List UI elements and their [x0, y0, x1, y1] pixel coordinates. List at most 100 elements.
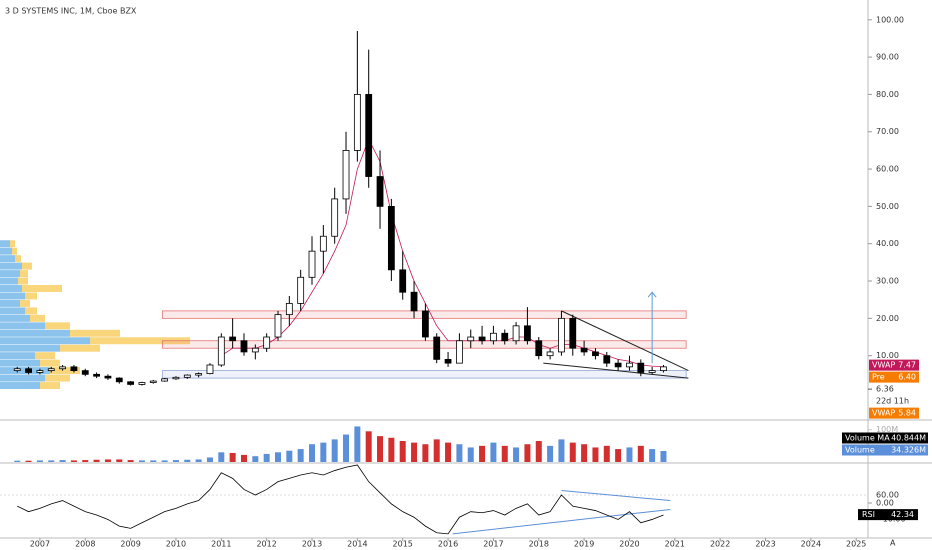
profile-down [22, 285, 62, 292]
volume-bar [399, 441, 406, 462]
volume-bar [445, 442, 452, 462]
trend-line [561, 490, 671, 502]
candle-body [455, 340, 463, 364]
profile-down [45, 374, 70, 382]
candle-body [229, 336, 237, 342]
rsi-line [17, 464, 664, 535]
x-tick-label: 2018 [529, 540, 549, 549]
x-tick-label: 2008 [75, 540, 95, 549]
trend-line [452, 508, 671, 535]
candle-body [421, 310, 429, 338]
candle-body [603, 355, 611, 364]
candle-body [365, 94, 373, 177]
profile-up [0, 374, 45, 382]
auto-scale-button[interactable]: A [890, 539, 896, 548]
profile-down [10, 240, 15, 248]
x-tick-label: 2020 [619, 540, 639, 549]
y-tick-label: 70.00 [876, 127, 899, 136]
profile-down [35, 352, 55, 360]
volume-bar [433, 439, 440, 462]
volume-legend-name: Volume [845, 446, 875, 455]
volume-bar [501, 445, 508, 462]
candle-body [206, 364, 214, 374]
trend-line [543, 362, 689, 379]
volume-bar [411, 442, 418, 462]
volume-bar [59, 460, 66, 462]
volume-legend-box [842, 444, 928, 456]
volume-bar [569, 442, 576, 462]
volume-bar [274, 452, 281, 462]
x-tick-label: 2024 [801, 540, 821, 549]
x-tick-label: 2017 [483, 540, 503, 549]
y-tick-label: 90.00 [876, 53, 899, 62]
profile-up [0, 255, 15, 263]
volume-bar [286, 450, 293, 462]
profile-up [0, 344, 60, 352]
volume-bar [195, 459, 202, 462]
price-label-box [869, 359, 919, 371]
candle-body [467, 336, 475, 342]
candle-body [240, 340, 248, 353]
profile-up [0, 329, 70, 337]
volume-bar [524, 444, 531, 462]
candle-body [36, 370, 44, 373]
x-tick-label: 2015 [393, 540, 413, 549]
volume-bar [388, 437, 395, 462]
candle-body [637, 362, 645, 373]
candle-body [308, 250, 316, 278]
volume-bar [479, 445, 486, 462]
candle-body [592, 351, 599, 357]
x-tick-label: 2010 [166, 540, 186, 549]
y-tick-label: 50.00 [876, 202, 899, 211]
candle-body [580, 347, 588, 353]
profile-down [15, 255, 21, 263]
candle-body [501, 332, 509, 342]
volume-bar [592, 447, 599, 462]
x-tick-label: 2014 [347, 540, 367, 549]
volume-bar [422, 444, 429, 462]
y-tick-label: 30.00 [876, 277, 899, 286]
profile-up [0, 352, 35, 360]
candle-body [387, 205, 395, 271]
profile-down [90, 337, 190, 345]
candle-body [149, 380, 157, 383]
candle-body [319, 235, 327, 252]
profile-down [25, 307, 37, 315]
volume-bar [297, 449, 304, 462]
candle-body [614, 362, 622, 368]
profile-down [50, 367, 80, 375]
volume-bar [48, 460, 55, 462]
candle-body [512, 325, 520, 342]
profile-down [70, 329, 120, 337]
candle-body [127, 381, 135, 385]
profile-up [0, 270, 20, 278]
chart-title: 3 D SYSTEMS INC, 1M, Cboe BZX [5, 7, 137, 16]
candle-body [217, 336, 225, 366]
profile-down [25, 292, 37, 300]
volume-legend-value: 34.326M [891, 446, 926, 455]
candle-body [172, 376, 180, 380]
y-tick-label: 20.00 [876, 314, 899, 323]
profile-up [0, 285, 22, 292]
profile-up [0, 314, 30, 322]
volume-bar [25, 460, 32, 462]
candle-body [410, 291, 418, 312]
candle-body [183, 374, 191, 378]
x-tick-label: 2011 [211, 540, 231, 549]
candle-body [353, 94, 361, 151]
price-label-value: 6.40 [898, 373, 916, 382]
candle-body [648, 370, 656, 373]
volume-bar [456, 444, 463, 462]
candle-body [626, 362, 633, 368]
volume-bar [240, 454, 247, 462]
volume-bar [603, 445, 610, 462]
candle-body [524, 325, 531, 342]
profile-down [45, 322, 70, 330]
candle-body [251, 347, 259, 353]
candle-body [558, 317, 565, 353]
volume-bar [660, 451, 667, 462]
profile-down [22, 262, 32, 270]
volume-bar [172, 460, 179, 462]
